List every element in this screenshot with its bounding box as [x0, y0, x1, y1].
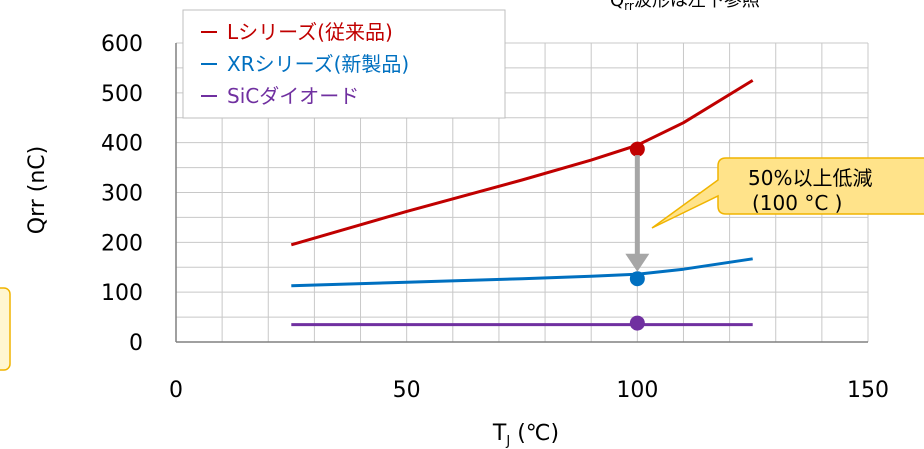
y-tick-label: 500	[101, 82, 143, 107]
reduction-arrow-head	[625, 253, 650, 272]
y-tick-label: 600	[101, 32, 143, 57]
x-axis-title-sub: J	[505, 434, 510, 449]
x-tick-label: 100	[616, 378, 658, 403]
y-tick-label: 0	[129, 331, 143, 356]
callout-line-2: (100 °C )	[752, 191, 842, 215]
top-note: Qrr波形は左下参照	[610, 0, 760, 13]
annotations: 50%以上低減(100 °C )	[0, 155, 924, 371]
legend-label-2: XRシリーズ(新製品)	[227, 52, 409, 76]
y-tick-label: 200	[101, 231, 143, 256]
axes: 0 100 200 300 400 500 600 0 50 100 150	[101, 32, 889, 403]
x-tick-label: 150	[847, 378, 889, 403]
legend-label-3: SiCダイオード	[227, 84, 359, 108]
x-axis-title: TJ (℃)	[492, 421, 559, 449]
legend-label-1: Lシリーズ(従来品)	[227, 20, 393, 44]
top-note-main: Q	[610, 0, 624, 11]
legend-box	[182, 9, 506, 119]
series-line-2	[291, 257, 753, 288]
y-tick-label: 300	[101, 182, 143, 207]
y-tick-label: 100	[101, 281, 143, 306]
reduction-callout-bubble	[651, 157, 924, 229]
top-note-sub: rr	[624, 0, 634, 13]
x-tick-label: 50	[393, 378, 421, 403]
series-marker-2	[629, 271, 645, 287]
series-marker-1	[629, 141, 645, 157]
x-axis-title-main: T	[492, 421, 507, 446]
series-line-1	[290, 79, 754, 247]
top-note-rest: 波形は左下参照	[634, 0, 760, 11]
legend: Lシリーズ(従来品) XRシリーズ(新製品) SiCダイオード	[182, 9, 506, 119]
x-tick-label: 0	[169, 378, 183, 403]
left-callout-box	[0, 287, 11, 371]
y-tick-label: 400	[101, 132, 143, 157]
x-axis-title-rest: (℃)	[510, 421, 559, 446]
callout-line-1: 50%以上低減	[748, 166, 872, 190]
y-axis-title: Qrr (nC)	[25, 146, 50, 234]
series-marker-3	[629, 315, 645, 331]
series-lines	[290, 79, 754, 331]
